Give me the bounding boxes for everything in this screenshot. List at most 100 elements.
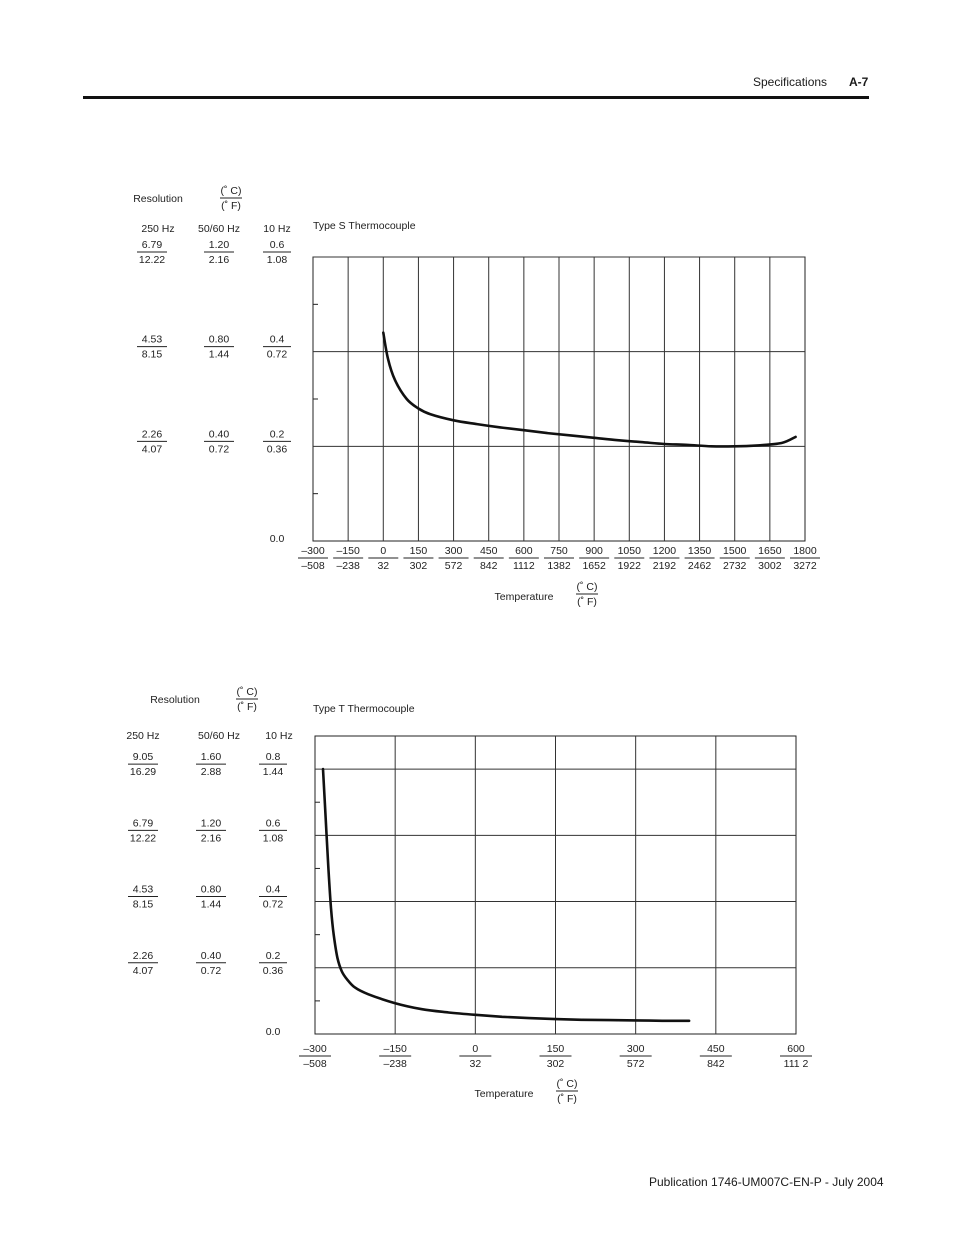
chart2-xtick-5-c: 450 [707,1043,725,1055]
chart2-xtick-0-c: –300 [303,1043,327,1055]
chart1-xtick-3-f: 302 [410,560,428,572]
chart2-res5060-0-f: 2.88 [201,766,222,778]
chart1-xtick-9-f: 1922 [618,560,642,572]
chart2-xtick-3-c: 150 [547,1043,565,1055]
chart1-res10-2-f: 0.36 [267,443,288,455]
header-page-number: A-7 [849,75,869,89]
chart2-res250-3-c: 2.26 [133,950,154,962]
chart2-rate-header-2: 10 Hz [265,730,292,742]
chart2-x-units-f: (˚ F) [557,1093,577,1105]
chart2-res10-2-f: 0.72 [263,899,284,911]
chart2-res250-1-c: 6.79 [133,817,154,829]
chart1-res250-1-f: 8.15 [142,349,163,361]
footer-publication: Publication 1746-UM007C-EN-P - July 2004 [649,1175,884,1189]
chart1-x-units-c: (˚ C) [577,581,598,593]
chart2-xtick-3-f: 302 [547,1058,565,1070]
chart2-zero-label: 0.0 [266,1026,281,1038]
chart2-point-18 [608,1019,609,1020]
chart1-xtick-12-c: 1500 [723,545,747,557]
chart1-res-units-f: (˚ F) [221,200,241,212]
chart2-point-14 [501,1016,502,1017]
chart2-res-units-f: (˚ F) [237,701,257,713]
chart1-xtick-14-f: 3272 [793,560,817,572]
chart2-xtick-1-c: –150 [383,1043,407,1055]
chart2-point-9 [368,994,369,995]
chart1-res250-2-f: 4.07 [142,443,163,455]
chart1-xtick-0-c: –300 [301,545,325,557]
chart1-point-12 [594,437,595,438]
chart1-point-3 [406,398,407,399]
chart1-point-21 [795,436,796,437]
chart1-res5060-0-c: 1.20 [209,239,230,251]
chart2-res10-1-c: 0.6 [266,817,281,829]
chart1-point-6 [453,420,454,421]
chart2-resolution-label: Resolution [150,694,200,706]
chart1-xtick-5-c: 450 [480,545,498,557]
chart1-rate-header-1: 50/60 Hz [198,223,240,235]
chart1-res10-0-f: 1.08 [267,254,288,266]
chart1-xtick-7-c: 750 [550,545,568,557]
chart1-xtick-11-c: 1350 [688,545,712,557]
chart1-xtick-11-f: 2462 [688,560,712,572]
chart2-point-19 [635,1020,636,1021]
chart1-res10-2-c: 0.2 [270,428,285,440]
chart1-xtick-4-c: 300 [445,545,463,557]
chart1-point-20 [781,442,782,443]
chart1-res10-1-c: 0.4 [270,334,285,346]
chart2-res250-2-c: 4.53 [133,884,154,896]
chart1-point-0 [383,332,384,333]
chart1-point-15 [664,443,665,444]
chart1-xtick-6-f: 1112 [513,560,535,572]
chart2-res5060-3-c: 0.40 [201,950,222,962]
chart2-xtick-4-c: 300 [627,1043,645,1055]
header-section-title: Specifications [753,75,828,89]
chart1-point-7 [476,423,477,424]
chart1-rate-header-2: 10 Hz [263,223,290,235]
chart1-xtick-4-f: 572 [445,560,463,572]
chart2-res250-0-f: 16.29 [130,766,156,778]
chart1-res5060-2-f: 0.72 [209,443,230,455]
chart2-x-units-c: (˚ C) [557,1078,578,1090]
chart2-xtick-4-f: 572 [627,1058,645,1070]
chart2-res-units-c: (˚ C) [237,686,258,698]
chart2-series-line [321,767,691,1023]
chart1-xtick-13-c: 1650 [758,545,782,557]
chart1-point-5 [430,414,431,415]
chart2-xtick-6-c: 600 [787,1043,805,1055]
chart2-point-15 [528,1018,529,1019]
chart2-xtick-5-f: 842 [707,1058,725,1070]
chart1-xtick-9-c: 1050 [618,545,642,557]
chart2-point-4 [333,934,334,935]
chart1-resolution-label: Resolution [133,193,183,205]
chart2-res10-1-f: 1.08 [263,832,284,844]
chart1-point-13 [617,440,618,441]
chart1-point-4 [418,408,419,409]
chart1-x-units-f: (˚ F) [577,596,597,608]
chart2-title: Type T Thermocouple [313,703,415,715]
chart2-xtick-1-f: –238 [383,1058,407,1070]
chart2-point-5 [337,957,338,958]
chart1-xtick-10-c: 1200 [653,545,677,557]
chart1-point-1 [387,358,388,359]
chart2-xtick-2-c: 0 [472,1043,478,1055]
chart1-xtick-0-f: –508 [301,560,325,572]
chart1-xtick-8-c: 900 [585,545,603,557]
chart1-res-units-c: (˚ C) [221,185,242,197]
chart2-xlabel: Temperature [475,1088,534,1100]
chart1-point-10 [547,432,548,433]
chart2-point-20 [662,1020,663,1021]
chart2-point-11 [421,1009,422,1010]
chart2-res250-3-f: 4.07 [133,965,154,977]
chart2-res10-0-c: 0.8 [266,751,281,763]
chart2-res250-0-c: 9.05 [133,751,154,763]
chart2-res5060-3-f: 0.72 [201,965,222,977]
chart2-point-3 [330,908,331,909]
chart1-point-16 [687,444,688,445]
chart1-xtick-6-c: 600 [515,545,533,557]
chart2-rate-header-1: 50/60 Hz [198,730,240,742]
chart1-xtick-7-f: 1382 [547,560,571,572]
chart2-res10-3-c: 0.2 [266,950,281,962]
chart1-res5060-1-c: 0.80 [209,334,230,346]
chart1-xtick-14-c: 1800 [793,545,817,557]
